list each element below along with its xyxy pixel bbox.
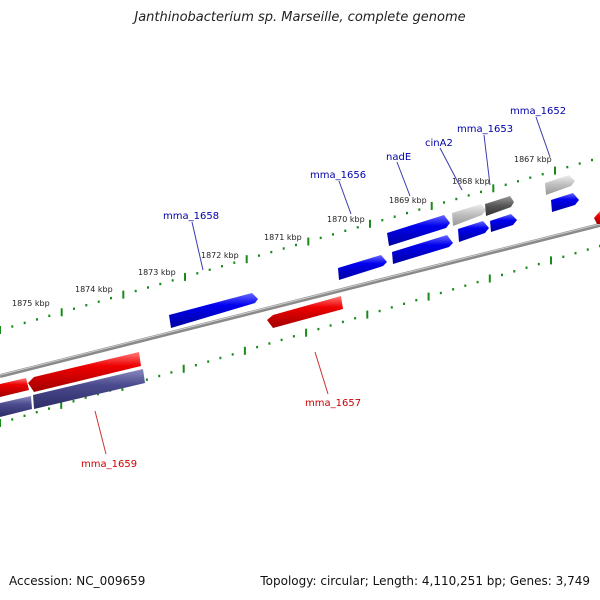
cds-features <box>0 369 145 417</box>
gene-label-mma_1657[interactable]: mma_1657 <box>305 398 361 409</box>
gene-left-edge[interactable] <box>0 378 29 397</box>
gene-right-edge[interactable] <box>594 211 600 224</box>
kbp-label: 1870 kbp <box>327 215 365 224</box>
gene-label-mma_1652[interactable]: mma_1652 <box>510 106 566 117</box>
reverse-tick-track <box>0 244 600 427</box>
feature-mma_1652[interactable] <box>545 175 575 195</box>
gene-mma_1659[interactable] <box>28 352 141 392</box>
kbp-label: 1873 kbp <box>138 268 176 277</box>
genome-summary-text: Topology: circular; Length: 4,110,251 bp… <box>260 574 590 588</box>
gene-label-mma_1653[interactable]: mma_1653 <box>457 124 513 135</box>
kbp-label: 1872 kbp <box>201 251 239 260</box>
kbp-labels: 1867 kbp 1868 kbp 1869 kbp 1870 kbp 1871… <box>12 155 552 308</box>
gene-mma_1657[interactable] <box>267 296 343 328</box>
forward-tick-track <box>0 158 593 334</box>
kbp-label: 1871 kbp <box>264 233 302 242</box>
gene-mma_1656[interactable] <box>338 255 387 280</box>
feature-mma_1653[interactable] <box>485 196 514 216</box>
kbp-label: 1869 kbp <box>389 196 427 205</box>
genome-title: Janthinobacterium sp. Marseille, complet… <box>134 10 466 25</box>
gene-mma_1653-lower[interactable] <box>490 214 517 232</box>
gene-nadE-lower[interactable] <box>392 235 453 264</box>
gene-nadE[interactable] <box>387 215 450 246</box>
kbp-label: 1874 kbp <box>75 285 113 294</box>
gene-label-mma_1658[interactable]: mma_1658 <box>163 211 219 222</box>
gene-labels: mma_1652 mma_1653 cinA2 nadE mma_1656 mm… <box>81 106 566 470</box>
genome-backbone-highlight <box>0 223 600 376</box>
accession-text: Accession: NC_009659 <box>9 574 146 588</box>
kbp-label: 1875 kbp <box>12 299 50 308</box>
gene-cinA2-lower[interactable] <box>458 221 489 242</box>
kbp-label: 1867 kbp <box>514 155 552 164</box>
forward-genes <box>169 193 579 328</box>
cds-left-edge[interactable] <box>0 396 32 417</box>
genome-backbone <box>0 223 600 378</box>
gene-label-cinA2[interactable]: cinA2 <box>425 138 453 149</box>
reverse-genes <box>0 211 600 397</box>
kbp-label: 1868 kbp <box>452 177 490 186</box>
feature-cinA2[interactable] <box>452 204 486 226</box>
gene-mma_1652[interactable] <box>551 193 579 212</box>
gene-label-mma_1659[interactable]: mma_1659 <box>81 459 137 470</box>
gene-mma_1658[interactable] <box>169 293 258 328</box>
gene-label-mma_1656[interactable]: mma_1656 <box>310 170 366 181</box>
gene-label-nadE[interactable]: nadE <box>386 152 411 163</box>
label-leaders <box>94 116 551 455</box>
pseudo-features <box>452 175 575 226</box>
cds-mma_1659[interactable] <box>33 369 145 409</box>
